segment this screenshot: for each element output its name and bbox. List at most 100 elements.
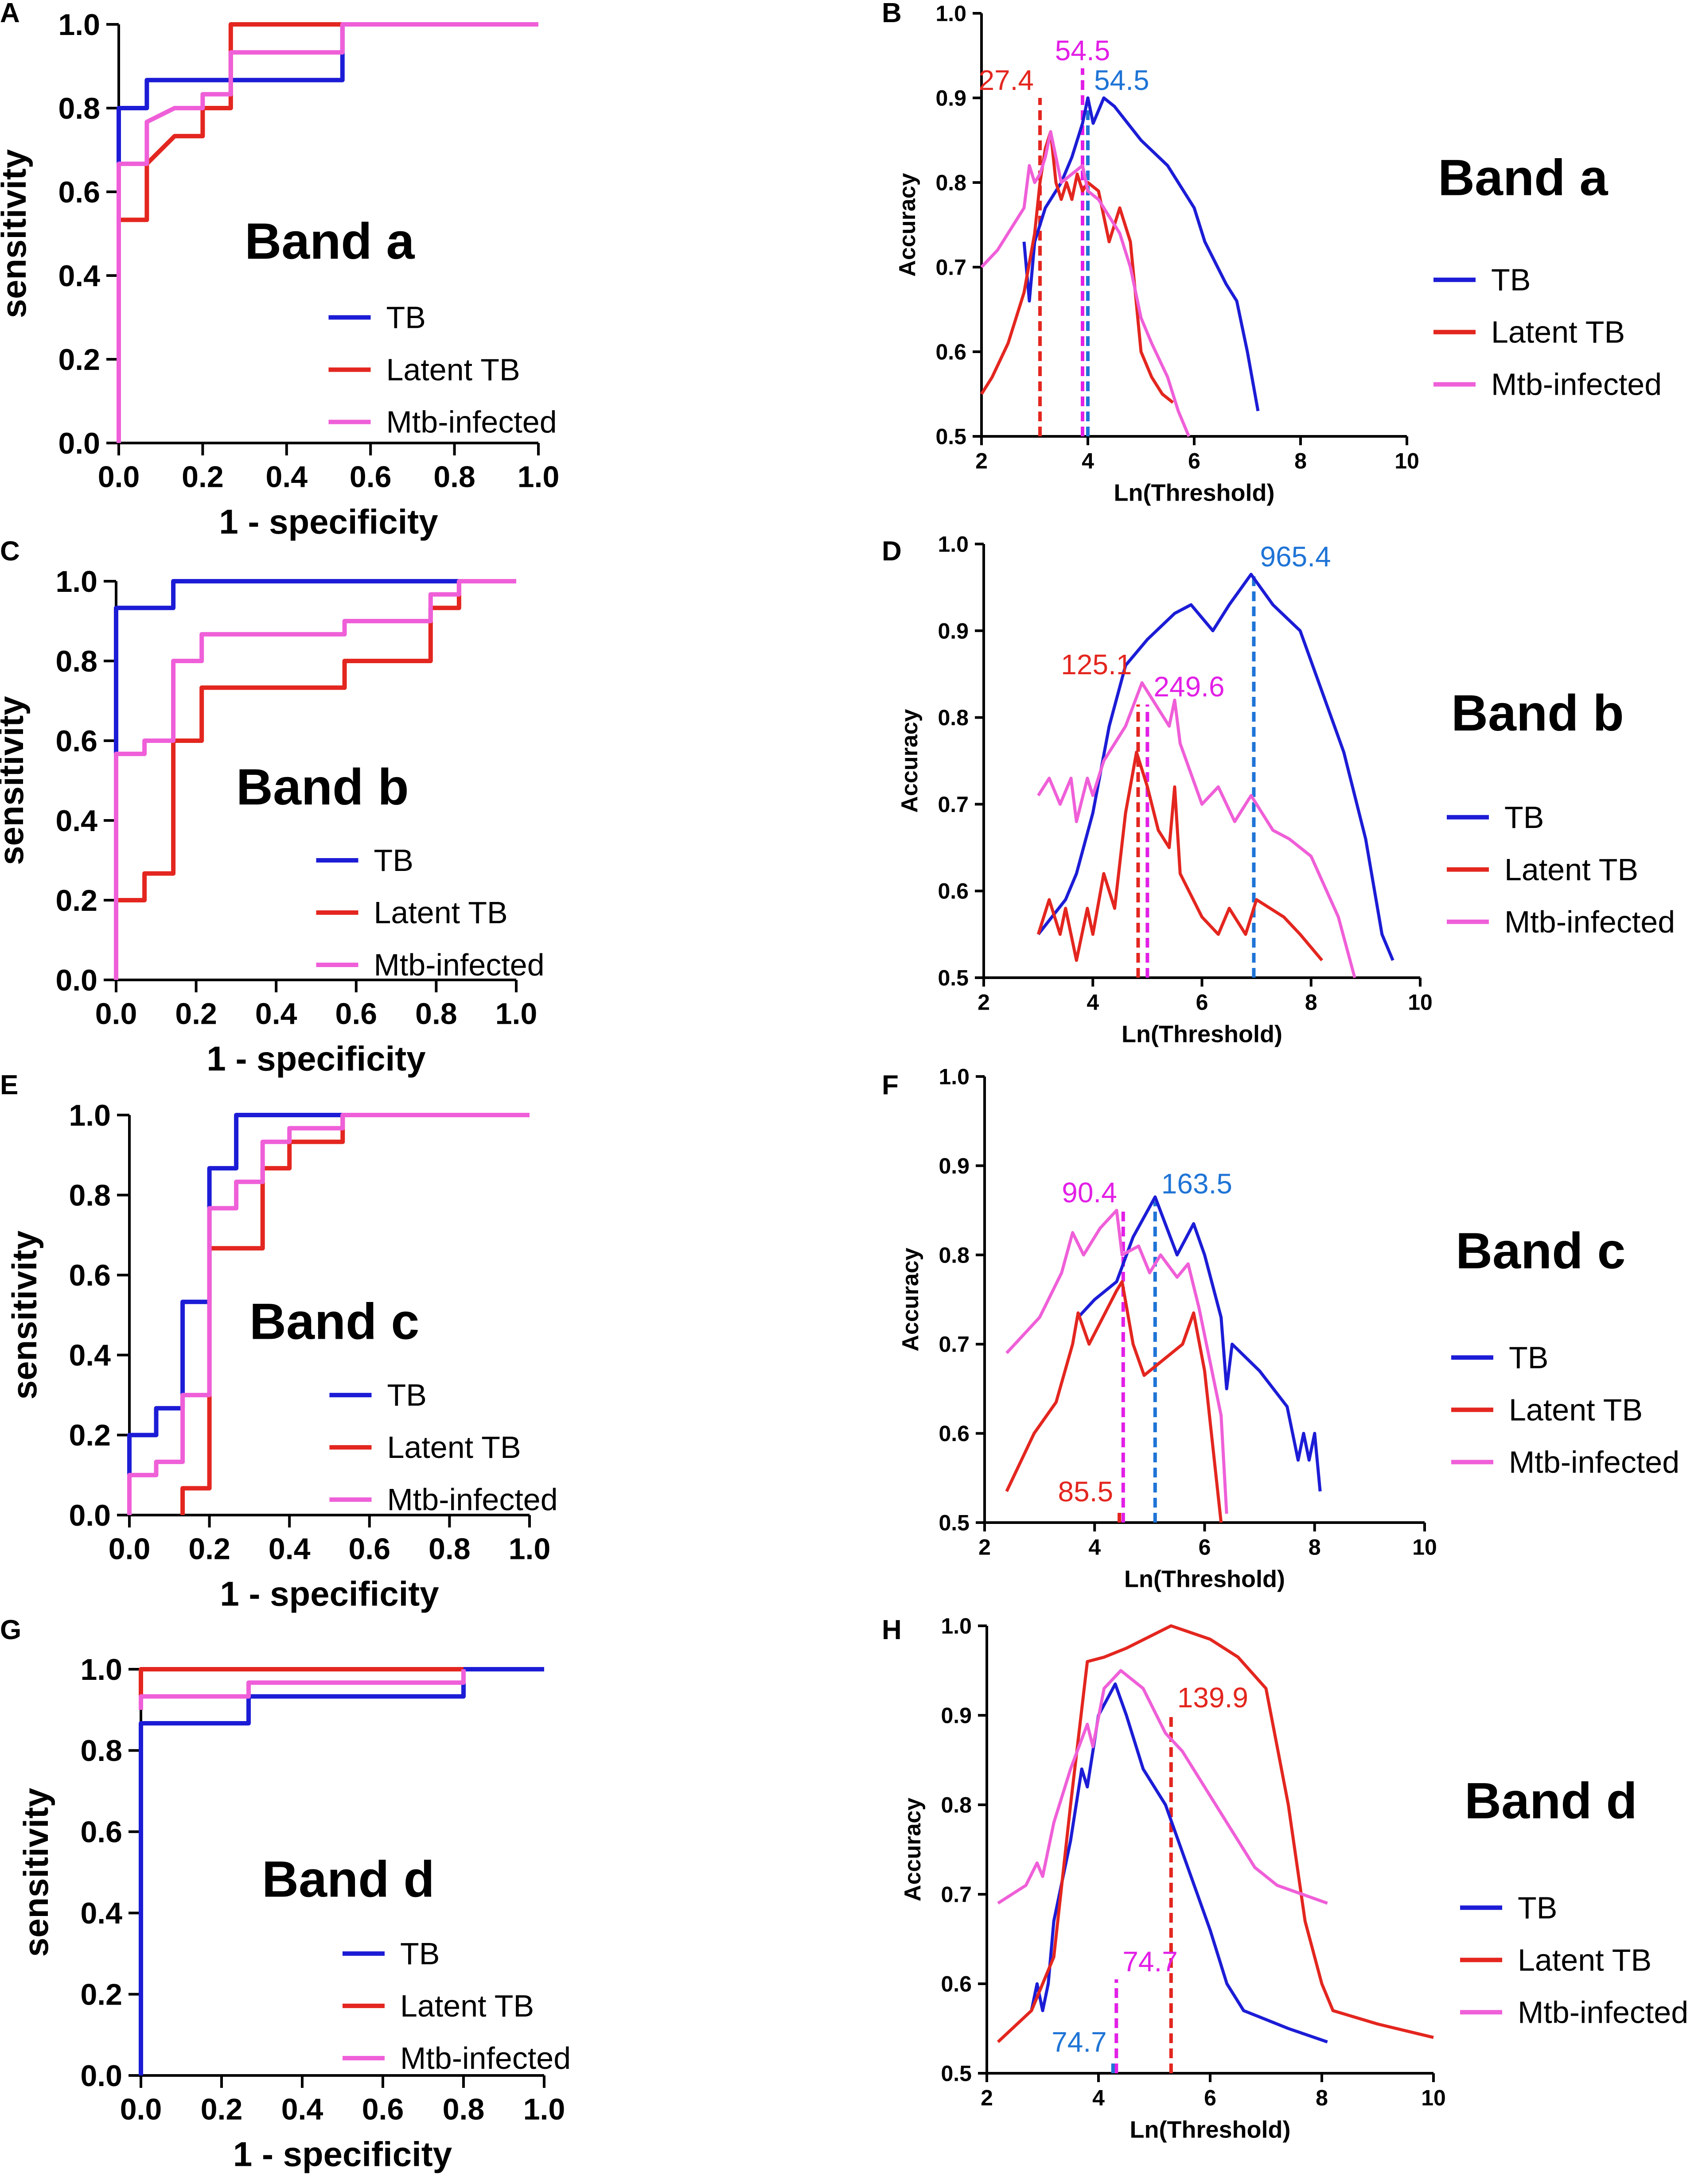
band-title: Band c [249,1294,419,1350]
threshold-label: 54.5 [1055,35,1110,66]
y-tick-label: 0.9 [939,1154,970,1178]
y-tick-label: 0.0 [55,964,97,997]
series-line-mtb-infected [980,130,1191,437]
y-tick-label: 0.7 [939,1332,970,1357]
y-tick-label: 0.8 [80,1734,122,1768]
x-tick-label: 8 [1294,449,1307,474]
band-title: Band a [245,213,415,270]
y-tick-label: 0.8 [941,1793,972,1818]
y-tick-label: 1.0 [58,8,100,42]
x-tick-label: 4 [1082,449,1094,474]
y-tick-label: 0.4 [55,804,97,838]
y-tick-label: 0.8 [938,705,969,730]
y-tick-label: 0.5 [939,1511,970,1535]
legend-label: Latent TB [386,353,520,387]
legend-label: TB [400,1936,440,1971]
threshold-label: 249.6 [1153,671,1224,703]
x-tick-label: 0.0 [98,460,140,494]
y-tick-label: 0.8 [58,92,100,125]
legend-label: Mtb-infected [374,948,545,982]
y-tick-label: 0.2 [55,884,97,917]
threshold-label: 27.4 [978,64,1034,96]
x-axis-label: 1 - specificity [219,502,438,541]
legend-label: Mtb-infected [1504,905,1675,939]
threshold-label: 54.5 [1094,64,1149,96]
panel-g: G 0.0 0.2 0.4 0.6 0.8 1.0 0.0 0.2 0.4 0.6 0.8 1.0 1 -… [0,1615,571,2174]
y-tick-label: 0.6 [55,724,97,758]
y-tick-label: 0.8 [69,1178,111,1212]
x-tick-label: 0.6 [349,1532,391,1566]
series-line-mtb-infected [1005,1209,1228,1514]
series-line-latent-tb [1036,750,1324,962]
x-tick-label: 0.6 [362,2092,404,2126]
series-line-latent-tb [1005,1280,1223,1523]
threshold-label: 90.4 [1062,1177,1117,1209]
y-tick-label: 0.5 [938,966,969,991]
series-line-latent-tb [997,1624,1434,2043]
y-tick-label: 0.4 [58,259,100,293]
series-line-mtb-infected [139,1669,466,1710]
x-tick-label: 8 [1309,1535,1321,1560]
y-tick-label: 0.9 [938,618,969,643]
x-tick-label: 10 [1421,2086,1446,2110]
panel-c: C 0.0 0.2 0.4 0.6 0.8 1.0 0.0 0.2 0.4 0.6 0.8 1.0 1 -… [0,536,545,1078]
x-axis-label: 1 - specificity [233,2135,452,2174]
x-axis-label: Ln(Threshold) [1122,1021,1282,1047]
y-tick-label: 0.6 [58,175,100,209]
panel-f: F 2 4 6 8 10 0.5 0.6 0.7 0.8 0.9 1.0 Ln(Threshold) Ac… [882,1065,1679,1593]
y-tick-label: 0.6 [939,1421,970,1446]
x-axis-label: Ln(Threshold) [1114,479,1275,506]
x-tick-label: 1.0 [509,1532,551,1566]
y-axis-label: sensitivity [0,149,33,319]
threshold-label: 139.9 [1177,1682,1248,1714]
legend-label: Mtb-infected [1518,1995,1688,2029]
x-tick-label: 0.8 [428,1532,471,1566]
x-tick-label: 0.6 [350,460,392,494]
y-tick-label: 0.2 [80,1978,122,2011]
y-tick-label: 0.9 [941,1703,972,1728]
y-tick-label: 0.2 [69,1418,111,1452]
x-tick-label: 1.0 [495,997,538,1030]
panel-letter: E [0,1070,18,1100]
y-axis-label: sensitivity [5,1231,44,1400]
legend-label: Mtb-infected [400,2041,571,2075]
series-line-latent-tb [139,1667,464,1710]
legend-label: Mtb-infected [1491,367,1662,402]
y-tick-label: 1.0 [55,565,97,598]
threshold-label: 85.5 [1058,1476,1114,1508]
legend-label: TB [1491,263,1531,297]
panel-h: H 2 4 6 8 10 0.5 0.6 0.7 0.8 0.9 1.0 Ln(Threshold) Ac… [882,1614,1688,2143]
y-tick-label: 0.6 [80,1815,122,1849]
y-tick-label: 0.6 [941,1972,972,1997]
series-line-mtb-infected [127,1113,530,1515]
series-line-tb [127,1113,343,1515]
series-line-tb [1022,96,1260,412]
band-title: Band a [1438,150,1608,206]
threshold-label: 965.4 [1260,541,1331,573]
legend-label: Latent TB [1509,1392,1643,1427]
legend-label: Mtb-infected [387,1482,558,1517]
y-tick-label: 0.5 [935,424,966,449]
legend-label: TB [386,300,426,335]
x-tick-label: 0.0 [95,997,137,1030]
y-tick-label: 0.9 [935,86,966,111]
series-line-latent-tb [980,130,1174,404]
x-tick-label: 0.2 [188,1532,230,1566]
panel-letter: D [882,536,902,567]
panel-a: A 0.0 0.2 0.4 0.6 0.8 1.0 0.0 0.2 0.4 0.6 0.8 1.0 1 -… [0,0,559,541]
x-tick-label: 4 [1088,1535,1101,1560]
x-tick-label: 4 [1087,990,1099,1015]
series-line-mtb-infected [997,1669,1328,1905]
y-tick-label: 0.6 [69,1259,111,1292]
y-tick-label: 0.0 [69,1499,111,1532]
x-tick-label: 0.8 [443,2092,485,2126]
y-tick-label: 0.7 [941,1882,972,1907]
y-tick-label: 1.0 [939,1065,970,1089]
x-axis-label: Ln(Threshold) [1124,1566,1285,1592]
x-tick-label: 2 [978,1535,991,1560]
y-tick-label: 0.7 [938,792,969,817]
series-line-tb [114,579,459,980]
x-tick-label: 0.2 [182,460,224,494]
panel-d: D 2 4 6 8 10 0.5 0.6 0.7 0.8 0.9 1.0 Ln(Threshold) Ac… [882,532,1675,1048]
threshold-label: 74.7 [1122,1946,1178,1978]
